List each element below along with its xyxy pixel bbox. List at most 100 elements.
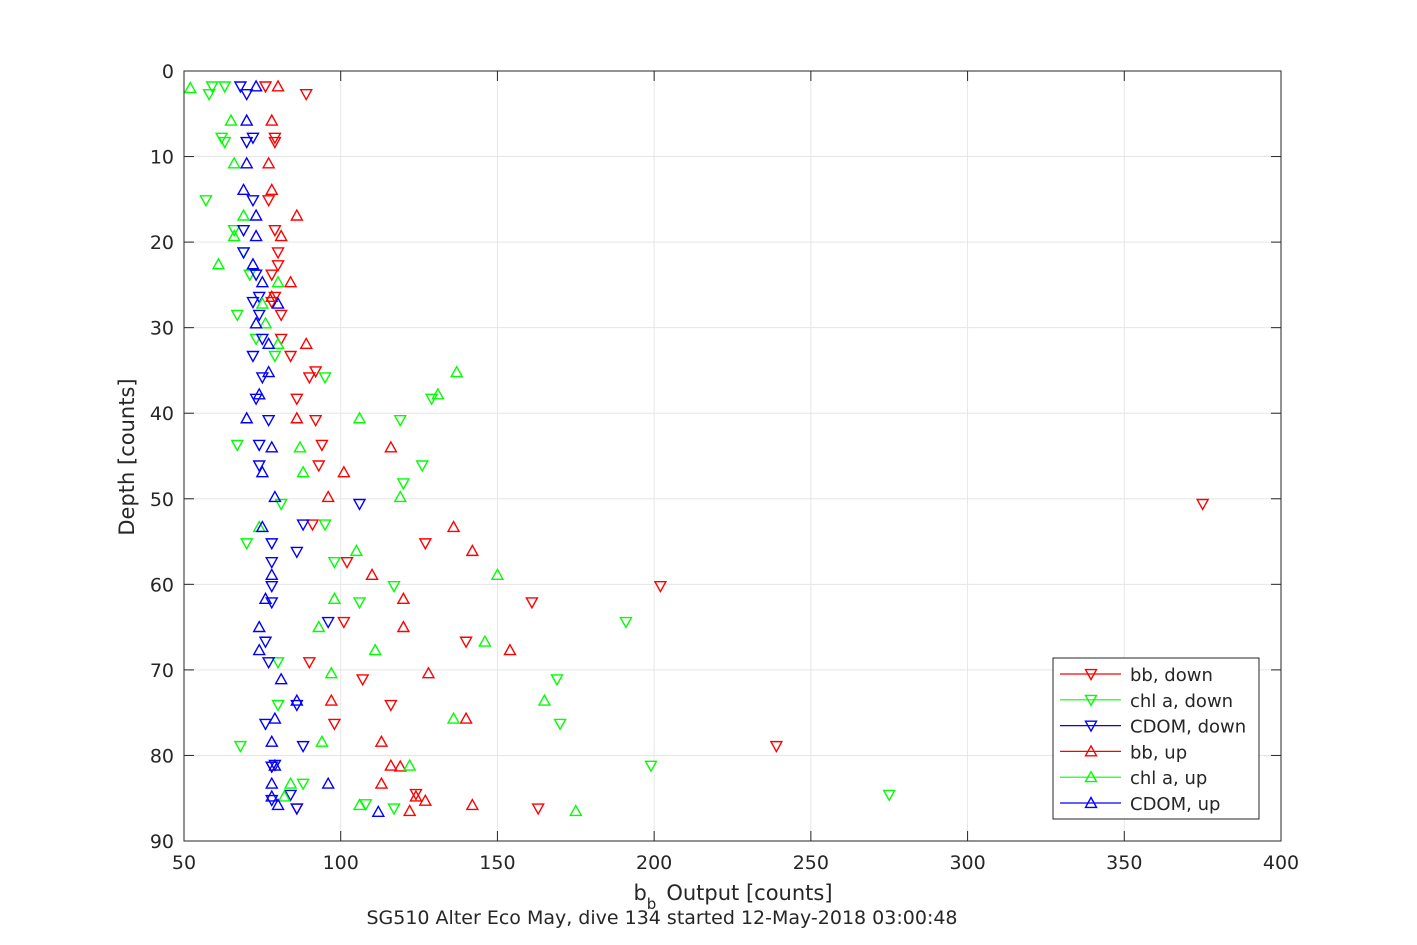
x-tick-label: 300 bbox=[949, 852, 985, 874]
data-point bbox=[299, 88, 313, 102]
data-point bbox=[255, 333, 270, 346]
data-point bbox=[569, 804, 583, 817]
data-point bbox=[308, 414, 323, 428]
data-point bbox=[255, 372, 270, 385]
data-point bbox=[418, 793, 433, 806]
series-chl-a-down bbox=[199, 81, 896, 816]
data-point bbox=[371, 804, 386, 818]
data-point bbox=[459, 636, 473, 649]
data-point bbox=[249, 229, 263, 242]
legend-box bbox=[1052, 657, 1260, 820]
legend-label: chl a, up bbox=[1130, 768, 1207, 789]
data-point bbox=[308, 366, 323, 379]
data-point bbox=[265, 440, 279, 453]
data-point bbox=[769, 740, 784, 753]
data-point bbox=[255, 465, 270, 478]
data-point bbox=[296, 519, 310, 532]
data-point bbox=[246, 195, 260, 208]
data-point bbox=[365, 567, 379, 581]
data-point bbox=[274, 229, 288, 242]
data-point bbox=[255, 296, 270, 309]
data-point bbox=[261, 195, 276, 208]
data-point bbox=[374, 776, 389, 789]
data-point bbox=[296, 465, 310, 478]
data-point bbox=[553, 718, 567, 731]
data-point bbox=[268, 225, 282, 238]
data-point bbox=[261, 657, 276, 670]
data-point bbox=[290, 411, 304, 424]
legend-marker bbox=[1084, 770, 1098, 783]
data-point bbox=[290, 803, 304, 816]
data-point bbox=[183, 81, 197, 94]
x-axis-label-base: b bbox=[633, 881, 646, 905]
data-point bbox=[218, 81, 232, 94]
data-point bbox=[352, 597, 367, 610]
x-tick-label: 400 bbox=[1263, 852, 1299, 874]
data-point bbox=[265, 734, 279, 747]
data-point bbox=[312, 620, 326, 633]
data-point bbox=[327, 591, 342, 604]
data-point bbox=[283, 350, 298, 363]
data-point bbox=[255, 520, 270, 533]
data-point bbox=[274, 498, 288, 511]
data-point bbox=[265, 269, 279, 282]
data-point bbox=[315, 734, 329, 747]
y-tick-label: 30 bbox=[150, 318, 174, 340]
data-point bbox=[255, 275, 270, 288]
data-point bbox=[236, 225, 251, 238]
data-point bbox=[882, 789, 896, 802]
data-point bbox=[409, 789, 423, 802]
x-tick-label: 100 bbox=[323, 852, 359, 874]
data-point bbox=[368, 643, 382, 656]
data-point bbox=[290, 693, 304, 706]
legend-marker bbox=[1084, 668, 1098, 681]
data-point bbox=[268, 711, 282, 724]
data-point bbox=[265, 289, 279, 302]
data-point bbox=[283, 789, 298, 802]
data-point bbox=[271, 260, 285, 273]
y-tick-label: 20 bbox=[150, 232, 174, 254]
y-tick-label: 0 bbox=[162, 61, 174, 83]
data-point bbox=[265, 776, 279, 789]
data-point bbox=[252, 309, 266, 322]
data-point bbox=[402, 804, 417, 817]
data-point bbox=[1195, 498, 1210, 511]
data-point bbox=[258, 316, 273, 329]
figure-caption: SG510 Alter Eco May, dive 134 started 12… bbox=[366, 907, 957, 929]
data-point bbox=[283, 776, 298, 789]
data-point bbox=[236, 247, 251, 260]
x-tick-label: 200 bbox=[636, 852, 672, 874]
grid bbox=[184, 71, 1281, 841]
data-point bbox=[396, 591, 411, 604]
data-point bbox=[233, 740, 248, 753]
data-point bbox=[465, 798, 480, 811]
data-point bbox=[290, 393, 304, 406]
data-point bbox=[246, 296, 260, 309]
data-point bbox=[318, 519, 332, 532]
data-point bbox=[459, 711, 473, 724]
data-point bbox=[227, 225, 241, 238]
data-point bbox=[393, 490, 407, 503]
y-tick-label: 60 bbox=[150, 574, 174, 596]
data-point bbox=[315, 439, 329, 452]
data-point bbox=[205, 81, 219, 94]
y-tick-label: 70 bbox=[150, 660, 174, 682]
data-point bbox=[261, 365, 276, 378]
data-point bbox=[265, 789, 279, 802]
data-point bbox=[230, 439, 244, 452]
data-point bbox=[312, 460, 326, 473]
data-point bbox=[421, 666, 436, 679]
x-axis-label-subscript: b bbox=[647, 895, 657, 913]
y-tick-label: 50 bbox=[150, 489, 174, 511]
data-point bbox=[252, 643, 266, 656]
data-point bbox=[393, 414, 407, 428]
data-point bbox=[277, 789, 291, 802]
data-point bbox=[337, 616, 351, 629]
data-point bbox=[293, 440, 307, 453]
data-point bbox=[525, 597, 539, 610]
series-bb-up bbox=[261, 79, 517, 817]
data-point bbox=[490, 567, 505, 581]
data-point bbox=[352, 498, 367, 511]
data-point bbox=[265, 182, 279, 196]
